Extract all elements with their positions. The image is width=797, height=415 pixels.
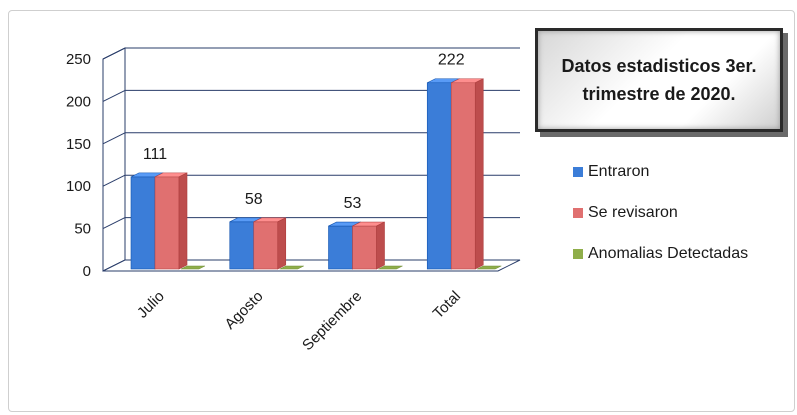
gridline-diag [102, 89, 126, 102]
category-label: Septiembre [299, 288, 365, 354]
side-wall [102, 47, 126, 272]
floor [102, 259, 521, 272]
y-tick-label: 0 [83, 263, 91, 280]
y-tick-label: 150 [66, 136, 91, 153]
bar-entraron [229, 221, 255, 270]
bar-se-revisaron [154, 176, 180, 270]
bar-se-revisaron-side [376, 221, 385, 270]
bar-se-revisaron [352, 225, 377, 270]
data-label: 222 [438, 52, 465, 69]
y-tick-label: 50 [74, 221, 91, 238]
legend-label-entraron: Entraron [588, 163, 650, 180]
gridline-diag [102, 47, 126, 60]
bar-se-revisaron-side [277, 217, 287, 270]
bar-se-revisaron [253, 221, 279, 270]
legend-item-se-revisaron: Se revisaron [573, 203, 748, 223]
gridline-diag [102, 217, 126, 230]
gridline-diag [102, 174, 126, 187]
bar-se-revisaron-side [178, 172, 188, 270]
data-label: 53 [344, 195, 362, 212]
legend-swatch-entraron [573, 167, 583, 177]
bar-anomalias [477, 265, 502, 270]
bar-anomalias [180, 265, 206, 270]
category-label: Agosto [222, 288, 267, 333]
gridline-diag [102, 132, 126, 145]
bar-anomalias [378, 265, 403, 270]
legend-swatch-se-revisaron [573, 208, 583, 218]
legend-item-entraron: Entraron [573, 162, 748, 182]
bar-se-revisaron [450, 82, 476, 270]
data-label: 111 [143, 146, 167, 163]
category-label: Total [430, 288, 464, 322]
bar-entraron [426, 82, 452, 270]
legend-item-anomalias: Anomalias Detectadas [573, 244, 748, 264]
y-tick-label: 250 [66, 51, 91, 68]
chart-legend: Entraron Se revisaron Anomalias Detectad… [573, 162, 748, 285]
bar-anomalias [279, 265, 304, 270]
bar-entraron [328, 225, 353, 270]
bar-entraron [130, 176, 156, 270]
y-tick-label: 200 [66, 93, 91, 110]
category-label: Julio [134, 288, 168, 322]
legend-label-anomalias: Anomalias Detectadas [588, 245, 749, 262]
chart-title-box: Datos estadisticos 3er. trimestre de 202… [535, 28, 783, 132]
data-label: 58 [245, 191, 263, 208]
legend-swatch-anomalias [573, 249, 583, 259]
y-tick-label: 100 [66, 178, 91, 195]
chart-title: Datos estadisticos 3er. trimestre de 202… [561, 56, 757, 104]
legend-label-se-revisaron: Se revisaron [588, 204, 678, 221]
bar-se-revisaron-side [474, 78, 484, 270]
